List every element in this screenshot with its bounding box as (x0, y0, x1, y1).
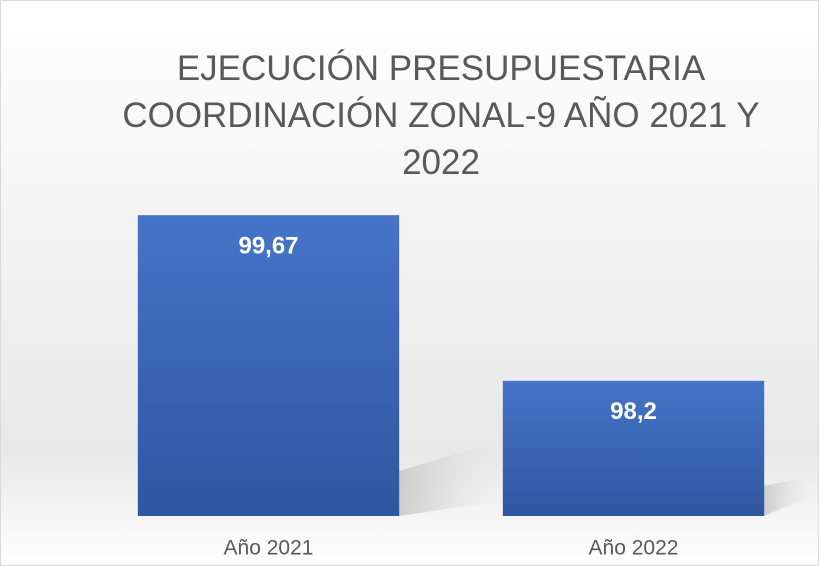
data-label: 99,67 (238, 233, 298, 260)
data-label: 98,2 (610, 398, 657, 425)
bar (137, 215, 400, 516)
x-tick-label: Año 2022 (589, 537, 679, 560)
x-tick-label: Año 2021 (224, 537, 314, 560)
bar (502, 380, 765, 516)
bar-shadow (764, 476, 811, 516)
bar-shadow (399, 441, 501, 516)
chart-title: EJECUCIÓN PRESUPUESTARIA COORDINACIÓN ZO… (122, 49, 760, 182)
